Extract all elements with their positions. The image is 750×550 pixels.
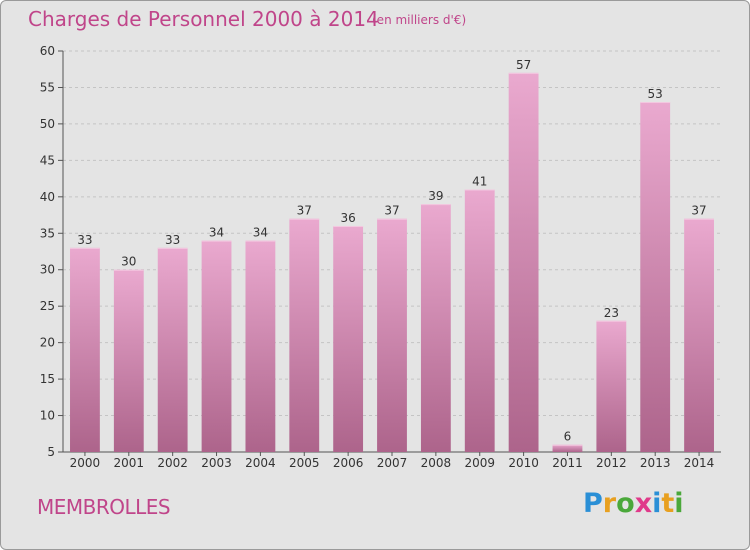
x-tick-label: 2005 bbox=[289, 456, 320, 470]
chart-title: Charges de Personnel 2000 à 2014 bbox=[28, 7, 379, 31]
x-tick-label: 2006 bbox=[333, 456, 364, 470]
bar-value-label: 37 bbox=[297, 204, 312, 218]
x-tick-label: 2009 bbox=[464, 456, 495, 470]
x-tick-label: 2008 bbox=[421, 456, 452, 470]
x-tick-label: 2013 bbox=[640, 456, 671, 470]
y-tick-label: 20 bbox=[40, 336, 55, 350]
x-tick-label: 2002 bbox=[157, 456, 188, 470]
logo-letter: x bbox=[634, 488, 653, 519]
y-tick-label: 30 bbox=[40, 263, 55, 277]
y-tick-label: 45 bbox=[40, 153, 55, 167]
logo-letter: o bbox=[616, 488, 635, 519]
x-tick-label: 2011 bbox=[552, 456, 583, 470]
bar bbox=[552, 444, 583, 452]
bar bbox=[70, 247, 100, 452]
bar bbox=[289, 218, 320, 452]
logo-letter: i bbox=[674, 488, 684, 519]
chart-subtitle: (en milliers d'€) bbox=[372, 13, 467, 27]
x-tick-label: 2000 bbox=[70, 456, 101, 470]
y-tick-label: 50 bbox=[40, 117, 55, 131]
bar-value-label: 37 bbox=[691, 204, 706, 218]
bar-value-label: 36 bbox=[340, 211, 355, 225]
bar-value-label: 57 bbox=[516, 58, 531, 72]
proxiti-logo[interactable]: Proxiti bbox=[583, 488, 684, 519]
x-tick-label: 2010 bbox=[508, 456, 539, 470]
y-tick-label: 15 bbox=[40, 372, 55, 386]
y-tick-label: 40 bbox=[40, 190, 55, 204]
bar bbox=[508, 72, 539, 452]
y-tick-label: 5 bbox=[47, 445, 55, 459]
town-name: MEMBROLLES bbox=[37, 495, 171, 519]
bar bbox=[596, 320, 627, 452]
bar bbox=[684, 218, 714, 452]
bar-value-label: 6 bbox=[564, 430, 572, 444]
logo-letter: i bbox=[652, 488, 662, 519]
bar-value-label: 33 bbox=[165, 233, 180, 247]
bar bbox=[420, 204, 451, 452]
x-tick-label: 2014 bbox=[684, 456, 715, 470]
bar bbox=[377, 218, 407, 452]
bar-value-label: 33 bbox=[77, 233, 92, 247]
labels: 33 2000 30 2001 33 2002 34 2003 34 2004 37 2005 36 20… bbox=[70, 58, 715, 470]
x-tick-label: 2007 bbox=[377, 456, 408, 470]
x-tick-label: 2003 bbox=[201, 456, 232, 470]
x-tick-label: 2012 bbox=[596, 456, 627, 470]
bar-value-label: 34 bbox=[209, 226, 224, 240]
logo-letter: P bbox=[583, 488, 603, 519]
bar bbox=[113, 269, 144, 452]
bar-value-label: 37 bbox=[384, 204, 399, 218]
x-tick-label: 2001 bbox=[114, 456, 145, 470]
bar bbox=[333, 225, 364, 452]
bar bbox=[640, 102, 671, 452]
bar bbox=[464, 189, 495, 452]
y-tick-label: 55 bbox=[40, 80, 55, 94]
bar-value-label: 39 bbox=[428, 189, 443, 203]
bar-value-label: 23 bbox=[604, 306, 619, 320]
x-tick-label: 2004 bbox=[245, 456, 276, 470]
y-tick-label: 35 bbox=[40, 226, 55, 240]
logo-letter: t bbox=[661, 488, 675, 519]
y-tick-label: 25 bbox=[40, 299, 55, 313]
logo-letter: r bbox=[602, 488, 617, 519]
bars bbox=[70, 72, 714, 452]
y-tick-label: 60 bbox=[40, 44, 55, 58]
bar bbox=[157, 247, 188, 452]
bar bbox=[201, 240, 232, 452]
bar-value-label: 53 bbox=[648, 87, 663, 101]
bar-value-label: 30 bbox=[121, 255, 136, 269]
bar-value-label: 41 bbox=[472, 175, 487, 189]
bar-value-label: 34 bbox=[253, 226, 268, 240]
y-tick-label: 10 bbox=[40, 409, 55, 423]
bar bbox=[245, 240, 276, 452]
